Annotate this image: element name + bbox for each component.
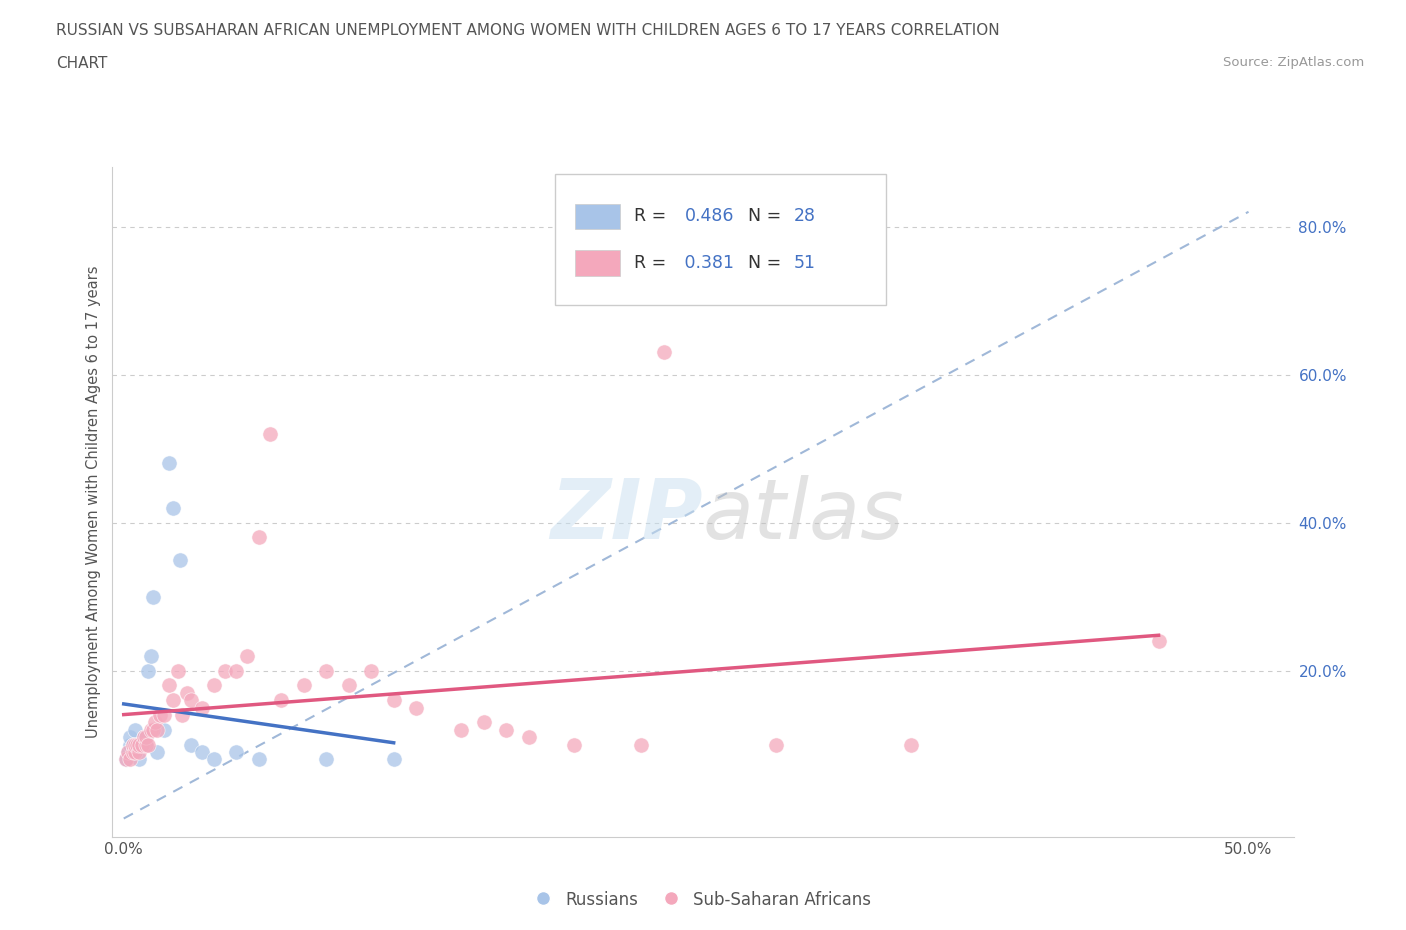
Point <box>139 723 162 737</box>
Point <box>270 693 292 708</box>
Point <box>143 715 166 730</box>
Point <box>115 751 138 766</box>
Point <box>472 715 495 730</box>
Text: N =: N = <box>748 254 786 272</box>
Point <box>121 737 143 752</box>
Text: ZIP: ZIP <box>550 475 703 556</box>
Point <box>131 737 153 752</box>
Point <box>652 345 675 360</box>
Point <box>132 730 155 745</box>
Point <box>138 663 160 678</box>
Point <box>135 737 157 752</box>
Point <box>120 737 142 752</box>
Point <box>135 737 157 752</box>
Point <box>146 745 169 760</box>
Point <box>157 456 180 471</box>
Point <box>166 663 188 678</box>
Point <box>900 737 922 752</box>
Text: Source: ZipAtlas.com: Source: ZipAtlas.com <box>1223 56 1364 69</box>
Text: CHART: CHART <box>56 56 108 71</box>
Point <box>247 530 270 545</box>
Point <box>162 693 184 708</box>
Point <box>135 730 157 745</box>
Point <box>247 751 270 766</box>
Point <box>225 663 247 678</box>
FancyBboxPatch shape <box>575 204 620 229</box>
Y-axis label: Unemployment Among Women with Children Ages 6 to 17 years: Unemployment Among Women with Children A… <box>86 266 101 738</box>
Text: 51: 51 <box>794 254 815 272</box>
Point <box>128 737 150 752</box>
Point <box>1147 633 1170 648</box>
Point <box>202 678 225 693</box>
FancyBboxPatch shape <box>575 250 620 276</box>
Point <box>117 745 139 760</box>
Point <box>115 751 138 766</box>
Text: 0.381: 0.381 <box>679 254 734 272</box>
Text: N =: N = <box>748 207 786 225</box>
Point <box>121 737 143 752</box>
Point <box>169 552 191 567</box>
Point <box>292 678 315 693</box>
Point <box>120 730 142 745</box>
Point <box>124 723 146 737</box>
Point <box>180 693 202 708</box>
Point <box>139 648 162 663</box>
Point <box>127 737 149 752</box>
Point <box>562 737 585 752</box>
Point <box>191 745 214 760</box>
Point <box>765 737 787 752</box>
Point <box>128 751 150 766</box>
Point <box>202 751 225 766</box>
Point <box>162 500 184 515</box>
Point <box>382 751 405 766</box>
Point <box>142 589 165 604</box>
Point <box>495 723 517 737</box>
Point <box>153 723 176 737</box>
Point <box>138 737 160 752</box>
Point <box>214 663 236 678</box>
Point <box>180 737 202 752</box>
Point <box>315 751 337 766</box>
Text: RUSSIAN VS SUBSAHARAN AFRICAN UNEMPLOYMENT AMONG WOMEN WITH CHILDREN AGES 6 TO 1: RUSSIAN VS SUBSAHARAN AFRICAN UNEMPLOYME… <box>56 23 1000 38</box>
Point <box>124 745 146 760</box>
Point <box>132 730 155 745</box>
Point <box>176 685 198 700</box>
Text: atlas: atlas <box>703 475 904 556</box>
Legend: Russians, Sub-Saharan Africans: Russians, Sub-Saharan Africans <box>529 884 877 916</box>
Point <box>127 737 149 752</box>
Point <box>517 730 540 745</box>
Text: R =: R = <box>634 254 672 272</box>
Text: 28: 28 <box>794 207 815 225</box>
Point <box>630 737 652 752</box>
Point <box>146 723 169 737</box>
Point <box>382 693 405 708</box>
Point <box>121 745 143 760</box>
Point <box>259 426 281 441</box>
Text: R =: R = <box>634 207 672 225</box>
Point <box>172 708 194 723</box>
Point <box>315 663 337 678</box>
Point <box>124 737 146 752</box>
Point <box>120 751 142 766</box>
Point <box>360 663 382 678</box>
Point <box>142 723 165 737</box>
Point <box>131 737 153 752</box>
Point <box>153 708 176 723</box>
Point <box>149 708 172 723</box>
FancyBboxPatch shape <box>555 174 886 305</box>
Point <box>191 700 214 715</box>
Text: 0.486: 0.486 <box>685 207 735 225</box>
Point <box>157 678 180 693</box>
Point <box>337 678 360 693</box>
Point <box>236 648 259 663</box>
Point <box>450 723 472 737</box>
Point <box>128 737 150 752</box>
Point <box>225 745 247 760</box>
Point <box>117 745 139 760</box>
Point <box>405 700 427 715</box>
Point <box>124 745 146 760</box>
Point <box>128 745 150 760</box>
